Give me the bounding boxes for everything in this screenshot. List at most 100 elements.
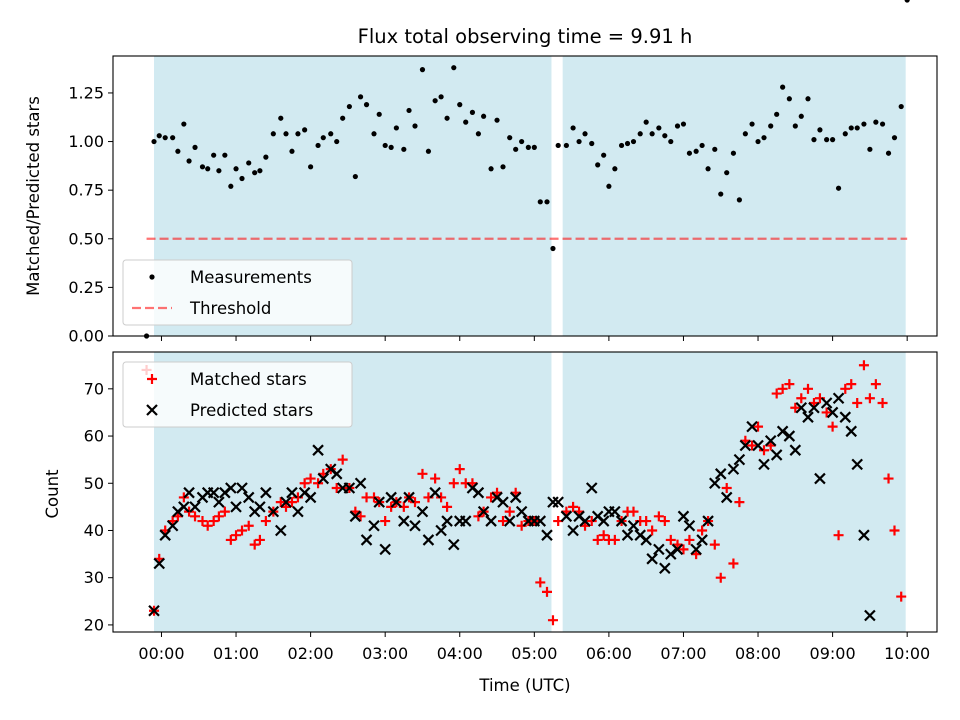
predicted-point bbox=[579, 515, 591, 527]
measurement-point bbox=[656, 125, 662, 131]
matched-point bbox=[237, 525, 248, 536]
matched-point bbox=[721, 482, 732, 493]
measurement-point bbox=[824, 137, 830, 143]
matched-point bbox=[653, 511, 664, 522]
measurement-point bbox=[712, 146, 718, 152]
measurement-point bbox=[488, 166, 494, 172]
predicted-point bbox=[242, 491, 255, 504]
matched-point bbox=[784, 379, 795, 390]
chart-title: Flux total observing time = 9.91 h bbox=[358, 25, 693, 48]
predicted-point bbox=[832, 392, 845, 405]
predicted-point bbox=[789, 444, 802, 456]
predicted-point bbox=[183, 486, 195, 499]
matched-point bbox=[249, 539, 260, 550]
measurement-point bbox=[662, 133, 668, 139]
matched-point bbox=[231, 530, 242, 541]
measurement-point bbox=[283, 131, 289, 137]
measurement-point bbox=[246, 160, 252, 166]
matched-point bbox=[535, 577, 546, 588]
predicted-point bbox=[166, 519, 179, 532]
matched-point bbox=[586, 516, 597, 527]
y-tick-label: 1.00 bbox=[68, 132, 104, 151]
predicted-point bbox=[515, 505, 528, 518]
x-tick-label: 01:00 bbox=[213, 644, 259, 663]
measurement-point bbox=[328, 131, 334, 137]
matched-point bbox=[896, 591, 907, 602]
measurement-point bbox=[749, 121, 755, 127]
legend: Measurements Threshold bbox=[122, 259, 353, 326]
matched-point bbox=[734, 497, 745, 508]
measurement-point bbox=[507, 135, 513, 141]
measurement-point bbox=[649, 131, 655, 137]
predicted-point bbox=[441, 515, 453, 527]
measurement-point bbox=[192, 144, 198, 150]
matched-point bbox=[213, 511, 224, 522]
predicted-point bbox=[727, 463, 740, 475]
measurement-point bbox=[637, 131, 643, 137]
predicted-point bbox=[851, 458, 863, 471]
measurement-point bbox=[693, 148, 699, 154]
predicted-point bbox=[360, 534, 373, 546]
measurement-point bbox=[376, 111, 382, 117]
predicted-point bbox=[739, 439, 752, 452]
predicted-point bbox=[312, 444, 324, 456]
measurement-point bbox=[346, 103, 352, 110]
measurement-point bbox=[718, 191, 724, 197]
y-tick-label: 70 bbox=[84, 379, 104, 398]
matched-point bbox=[202, 520, 213, 531]
predicted-point bbox=[368, 519, 380, 532]
y-tick-label: 0.50 bbox=[68, 229, 104, 248]
matched-point bbox=[858, 360, 869, 371]
predicted-point bbox=[254, 501, 266, 513]
matched-point bbox=[355, 511, 366, 522]
matched-point bbox=[299, 478, 310, 489]
legend-marker-predicted bbox=[146, 404, 158, 416]
measurement-point bbox=[393, 125, 399, 131]
matched-point bbox=[410, 497, 421, 508]
x-tick-label: 06:00 bbox=[586, 644, 632, 663]
ratio-panel: 0.00 0.25 0.50 0.75 1.00 1.25 Measurements Thre… bbox=[68, 0, 938, 346]
predicted-point bbox=[640, 534, 652, 546]
matched-point bbox=[715, 572, 726, 583]
measurement-point bbox=[873, 119, 879, 125]
measurement-point bbox=[519, 138, 525, 145]
x-tick-label: 05:00 bbox=[511, 644, 557, 663]
y-tick-label: 50 bbox=[84, 474, 104, 493]
predicted-point bbox=[714, 468, 727, 480]
measurement-point bbox=[278, 115, 284, 121]
predicted-point bbox=[808, 401, 820, 414]
predicted-point bbox=[459, 515, 472, 527]
predicted-point bbox=[330, 468, 343, 480]
predicted-point bbox=[653, 543, 665, 556]
predicted-point bbox=[280, 496, 292, 508]
matched-point bbox=[628, 506, 639, 517]
measurement-point bbox=[618, 142, 625, 149]
predicted-point bbox=[373, 496, 385, 508]
measurement-point bbox=[162, 135, 168, 141]
x-tick-label: 02:00 bbox=[288, 644, 334, 663]
predicted-point bbox=[435, 524, 447, 537]
measurement-point bbox=[175, 148, 181, 154]
matched-point bbox=[436, 492, 447, 503]
measurement-point bbox=[589, 140, 595, 147]
measurement-point bbox=[798, 113, 804, 119]
measurement-point bbox=[555, 142, 561, 149]
predicted-point bbox=[409, 519, 421, 532]
matched-point bbox=[190, 511, 201, 522]
y-tick-label: 30 bbox=[84, 568, 104, 587]
predicted-point bbox=[783, 430, 796, 442]
matched-point bbox=[592, 534, 603, 545]
predicted-point bbox=[733, 453, 746, 466]
matched-point bbox=[709, 539, 720, 550]
measurement-point bbox=[885, 150, 892, 156]
matched-point bbox=[684, 534, 695, 545]
measurement-point bbox=[674, 123, 681, 129]
measurement-point bbox=[263, 154, 269, 160]
matched-point bbox=[877, 397, 888, 408]
predicted-point bbox=[858, 529, 870, 541]
y-tick-label: 40 bbox=[84, 521, 104, 540]
predicted-point bbox=[275, 524, 287, 537]
measurement-point bbox=[563, 142, 569, 149]
matched-point bbox=[840, 383, 851, 394]
measurement-point bbox=[419, 67, 426, 73]
